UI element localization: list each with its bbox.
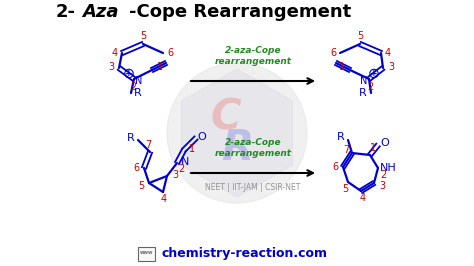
Text: 2-aza-Cope
rearrangement: 2-aza-Cope rearrangement [215, 138, 292, 158]
Text: C: C [211, 97, 241, 139]
Text: R: R [221, 127, 253, 169]
Text: 7: 7 [343, 145, 349, 155]
Text: +: + [370, 69, 378, 78]
Text: 6: 6 [133, 163, 139, 173]
Text: 2: 2 [367, 82, 373, 92]
Text: O: O [198, 132, 206, 142]
Text: NH: NH [380, 163, 396, 173]
Text: 2: 2 [178, 164, 184, 174]
Text: NEET | IIT-JAM | CSIR-NET: NEET | IIT-JAM | CSIR-NET [205, 182, 301, 192]
Text: 4: 4 [385, 48, 391, 58]
Text: R: R [359, 88, 367, 98]
Text: 1: 1 [189, 144, 195, 154]
Circle shape [167, 63, 307, 203]
Text: O: O [381, 138, 389, 148]
Text: R: R [134, 88, 142, 98]
Text: 2: 2 [130, 82, 136, 92]
Text: R: R [337, 132, 345, 142]
Text: 3: 3 [379, 181, 385, 191]
Text: 6: 6 [330, 48, 336, 58]
Text: +: + [125, 69, 133, 78]
Text: 7: 7 [145, 140, 151, 150]
Text: 6: 6 [167, 48, 173, 58]
Text: Aza: Aza [82, 3, 118, 21]
Text: 5: 5 [342, 184, 348, 194]
Text: 3: 3 [388, 62, 394, 72]
Text: R: R [127, 133, 135, 143]
Text: -Cope Rearrangement: -Cope Rearrangement [129, 3, 352, 21]
Text: 3: 3 [172, 170, 178, 180]
Text: 1: 1 [370, 143, 376, 153]
Text: 5: 5 [357, 31, 363, 41]
Text: www: www [140, 251, 154, 256]
Text: 5: 5 [140, 31, 146, 41]
Text: 1: 1 [157, 62, 163, 72]
Text: 4: 4 [161, 194, 167, 204]
Polygon shape [182, 69, 292, 197]
Text: 6: 6 [332, 162, 338, 172]
Text: 3: 3 [108, 62, 114, 72]
Text: 2-: 2- [56, 3, 76, 21]
Text: chemistry-reaction.com: chemistry-reaction.com [162, 247, 328, 260]
Text: 2-aza-Cope
rearrangement: 2-aza-Cope rearrangement [215, 46, 292, 66]
Text: N: N [181, 157, 189, 167]
Text: 2: 2 [380, 170, 386, 180]
FancyBboxPatch shape [138, 247, 155, 260]
Text: 5: 5 [138, 181, 144, 191]
Text: N: N [360, 76, 368, 86]
Text: 4: 4 [360, 193, 366, 203]
Text: N: N [135, 76, 143, 86]
Text: 4: 4 [112, 48, 118, 58]
Text: 1: 1 [339, 62, 345, 72]
